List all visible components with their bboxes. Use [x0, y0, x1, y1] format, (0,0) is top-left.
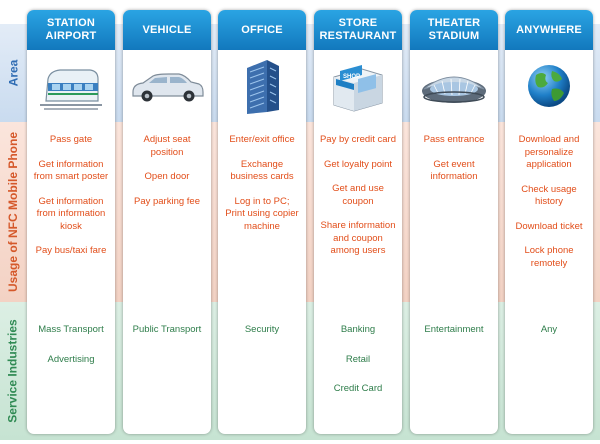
shop-icon: SHOP: [314, 50, 402, 122]
column-office: OFFICE Enter/exit office Exchange busine…: [218, 10, 306, 434]
industry-list: Public Transport: [123, 324, 211, 354]
usage-list: Enter/exit office Exchange business card…: [218, 134, 306, 245]
usage-item: Download and personalize application: [518, 134, 580, 170]
industry-item: Security: [244, 324, 280, 335]
svg-text:SHOP: SHOP: [343, 74, 360, 80]
column-station-airport: STATION AIRPORT Pass gate Get information…: [27, 10, 115, 434]
industry-item: Entertainment: [424, 324, 484, 335]
usage-list: Pass entrance Get event information: [410, 134, 498, 196]
column-store-restaurant: STORE RESTAURANT SHOP Pay by credit card …: [314, 10, 402, 434]
usage-list: Pay by credit card Get loyalty point Get…: [314, 134, 402, 270]
usage-item: Pay by credit card: [319, 134, 397, 145]
column-header: STORE RESTAURANT: [314, 10, 402, 50]
usage-band-label: Usage of NFC Mobile Phone: [6, 131, 21, 293]
column-header: OFFICE: [218, 10, 306, 50]
industry-list: Entertainment: [410, 324, 498, 354]
industry-list: Any: [505, 324, 593, 354]
usage-item: Enter/exit office: [229, 134, 295, 145]
usage-item: Pay bus/taxi fare: [35, 245, 107, 256]
industry-item: Any: [540, 324, 558, 335]
usage-item: Log in to PC; Print using copier machine: [225, 195, 299, 232]
usage-item: Get event information: [430, 158, 478, 183]
industry-item: Credit Card: [333, 383, 383, 394]
column-vehicle: VEHICLE Adjust seat position Open door P…: [123, 10, 211, 434]
usage-list: Download and personalize application Che…: [505, 134, 593, 282]
office-building-icon: [218, 50, 306, 122]
usage-list: Adjust seat position Open door Pay parki…: [123, 134, 211, 220]
usage-item: Share information and coupon among users: [320, 220, 396, 256]
usage-item: Get and use coupon: [332, 183, 384, 207]
usage-item: Pass entrance: [423, 134, 485, 145]
usage-item: Pay parking fee: [133, 195, 200, 207]
industry-list: Banking Retail Credit Card: [314, 324, 402, 413]
area-band-label: Area: [6, 59, 20, 87]
car-icon: [123, 50, 211, 122]
industry-list: Security: [218, 324, 306, 354]
train-icon: [27, 50, 115, 122]
industry-list: Mass Transport Advertising: [27, 324, 115, 383]
industry-item: Banking: [340, 324, 376, 335]
column-theater-stadium: THEATER STADIUM Pass entrance Get event i…: [410, 10, 498, 434]
usage-item: Exchange business cards: [230, 158, 294, 183]
usage-item: Lock phone remotely: [524, 245, 574, 269]
stadium-icon: [410, 50, 498, 122]
usage-item: Adjust seat position: [143, 134, 191, 158]
usage-item: Pass gate: [49, 134, 93, 145]
industry-item: Public Transport: [132, 324, 202, 335]
usage-item: Get loyalty point: [323, 158, 393, 170]
column-header: THEATER STADIUM: [410, 10, 498, 50]
industry-item: Mass Transport: [38, 324, 104, 335]
industries-band-label: Service Industries: [6, 319, 21, 423]
usage-item: Get information from smart poster: [33, 158, 109, 183]
usage-item: Get information from information kiosk: [36, 195, 106, 232]
usage-list: Pass gate Get information from smart pos…: [27, 134, 115, 270]
usage-item: Download ticket: [515, 220, 583, 232]
column-header: ANYWHERE: [505, 10, 593, 50]
usage-item: Check usage history: [521, 183, 577, 208]
usage-item: Open door: [144, 171, 190, 182]
industry-item: Retail: [345, 353, 371, 365]
globe-icon: [505, 50, 593, 122]
industry-item: Advertising: [47, 353, 95, 365]
column-anywhere: ANYWHERE Download and personalize applic…: [505, 10, 593, 434]
column-header: VEHICLE: [123, 10, 211, 50]
column-header: STATION AIRPORT: [27, 10, 115, 50]
